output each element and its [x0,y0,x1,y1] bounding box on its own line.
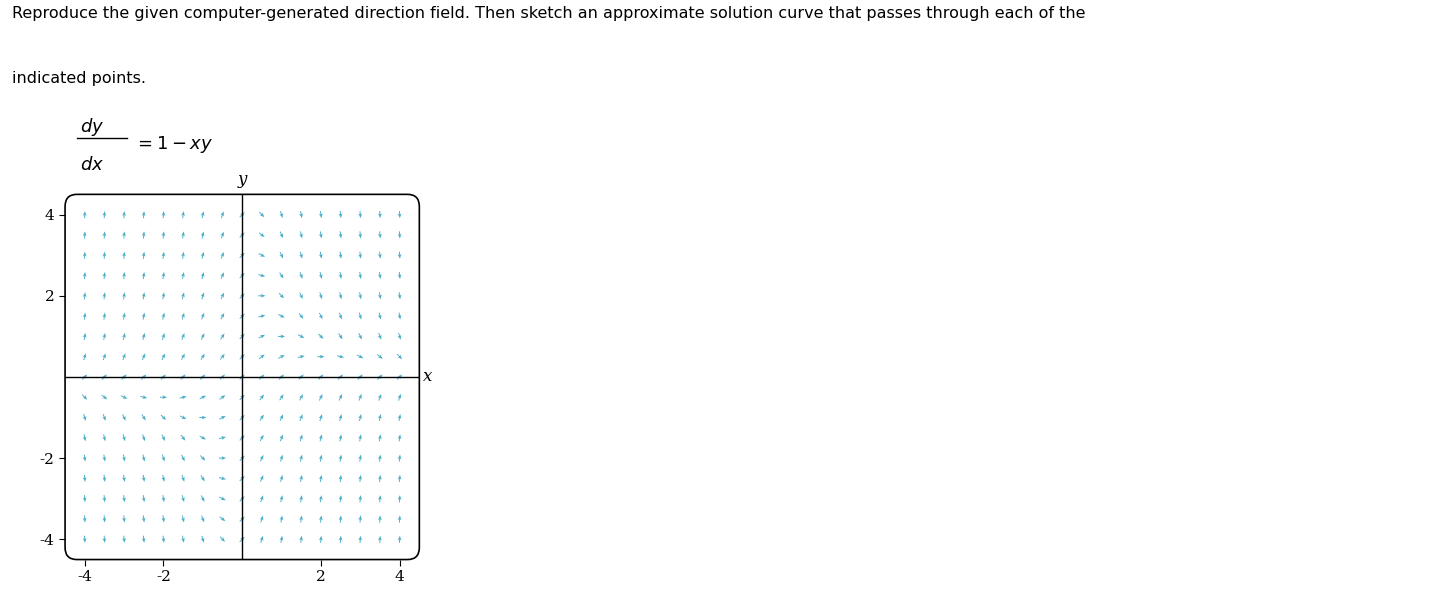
Text: $dx$: $dx$ [80,156,104,174]
Text: $dy$: $dy$ [80,117,104,138]
Text: Reproduce the given computer-generated direction field. Then sketch an approxima: Reproduce the given computer-generated d… [12,6,1084,21]
Text: x: x [424,369,432,385]
Text: y: y [237,171,247,188]
Text: indicated points.: indicated points. [12,71,146,85]
Text: $= 1 - xy$: $= 1 - xy$ [134,134,214,155]
